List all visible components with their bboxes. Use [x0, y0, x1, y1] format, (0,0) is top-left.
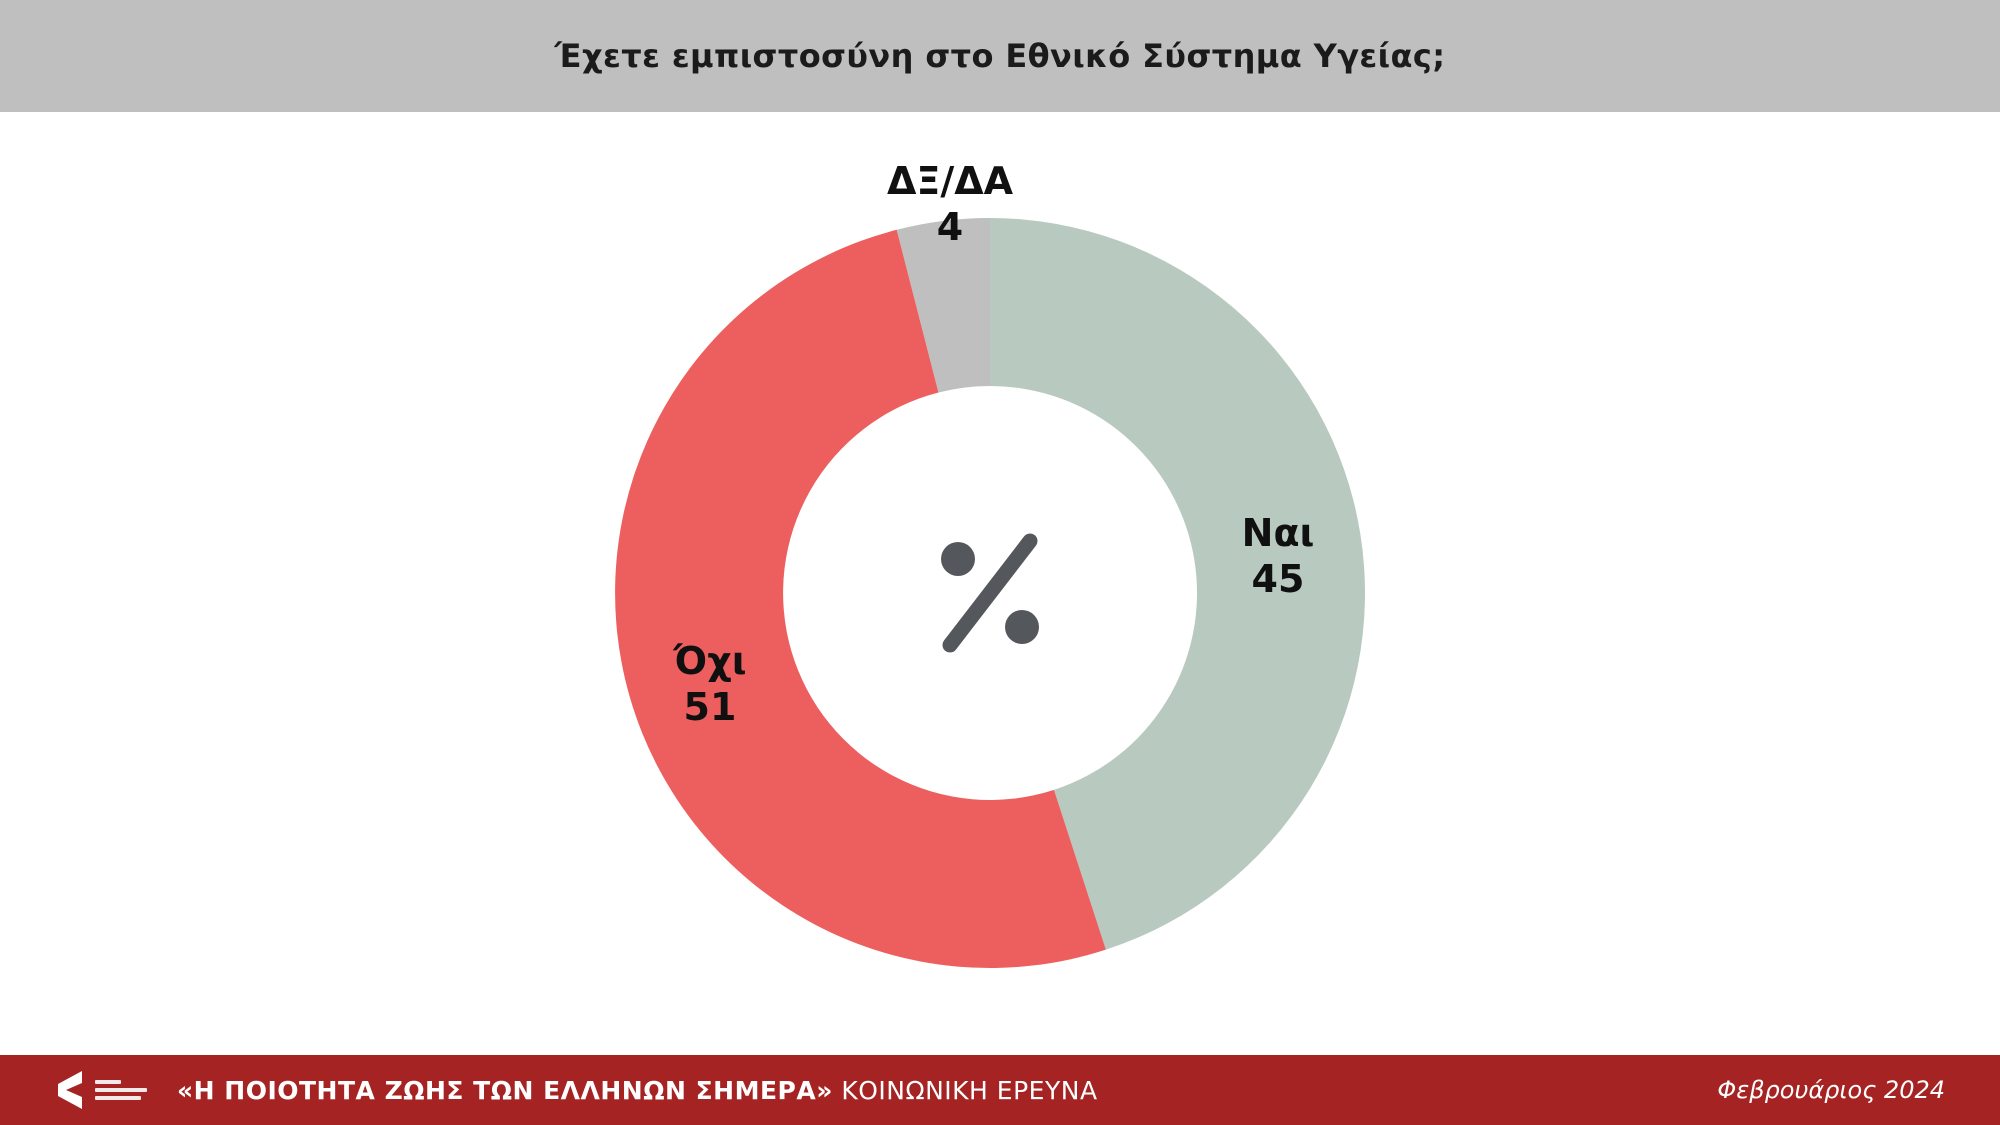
donut-segment-1 — [990, 218, 1366, 950]
footer-left: «Η ΠΟΙΟΤΗΤΑ ΖΩΗΣ ΤΩΝ ΕΛΛΗΝΩΝ ΣΗΜΕΡΑ» ΚΟΙ… — [0, 1071, 1717, 1109]
donut-segment-3 — [896, 218, 990, 393]
footer-date: Φεβρουάριος 2024 — [1717, 1076, 1945, 1104]
page-title: Έχετε εμπιστοσύνη στο Εθνικό Σύστημα Υγε… — [554, 37, 1446, 75]
footer-bar: «Η ΠΟΙΟΤΗΤΑ ΖΩΗΣ ΤΩΝ ΕΛΛΗΝΩΝ ΣΗΜΕΡΑ» ΚΟΙ… — [0, 1055, 2000, 1125]
label-yes: Ναι 45 — [1242, 510, 1315, 603]
footer-title-bold: «Η ΠΟΙΟΤΗΤΑ ΖΩΗΣ ΤΩΝ ΕΛΛΗΝΩΝ ΣΗΜΕΡΑ» — [177, 1075, 833, 1105]
label-yes-name: Ναι — [1241, 511, 1315, 555]
label-dk-da-value: 4 — [936, 205, 964, 250]
label-no-name: Όχι — [673, 639, 747, 683]
label-no: Όχι 51 — [673, 638, 746, 731]
footer-title: «Η ΠΟΙΟΤΗΤΑ ΖΩΗΣ ΤΩΝ ΕΛΛΗΝΩΝ ΣΗΜΕΡΑ» ΚΟΙ… — [177, 1076, 1098, 1105]
label-no-value: 51 — [683, 685, 737, 730]
label-dk-da: ΔΞ/ΔΑ 4 — [887, 158, 1013, 251]
percent-icon — [941, 533, 1039, 653]
label-dk-da-name: ΔΞ/ΔΑ — [886, 159, 1014, 203]
donut-chart — [615, 218, 1366, 968]
chart-area: ΔΞ/ΔΑ 4 Ναι 45 Όχι 51 — [0, 112, 2000, 1055]
footer-title-regular: ΚΟΙΝΩΝΙΚΗ ΕΡΕΥΝΑ — [841, 1075, 1098, 1105]
header-bar: Έχετε εμπιστοσύνη στο Εθνικό Σύστημα Υγε… — [0, 0, 2000, 112]
footer-logo — [52, 1071, 147, 1109]
donut-segment-2 — [615, 229, 1106, 968]
logo-text-lines — [95, 1080, 147, 1100]
label-yes-value: 45 — [1251, 557, 1305, 602]
institute-logo-icon — [58, 1071, 82, 1109]
donut-segments — [615, 218, 1366, 968]
